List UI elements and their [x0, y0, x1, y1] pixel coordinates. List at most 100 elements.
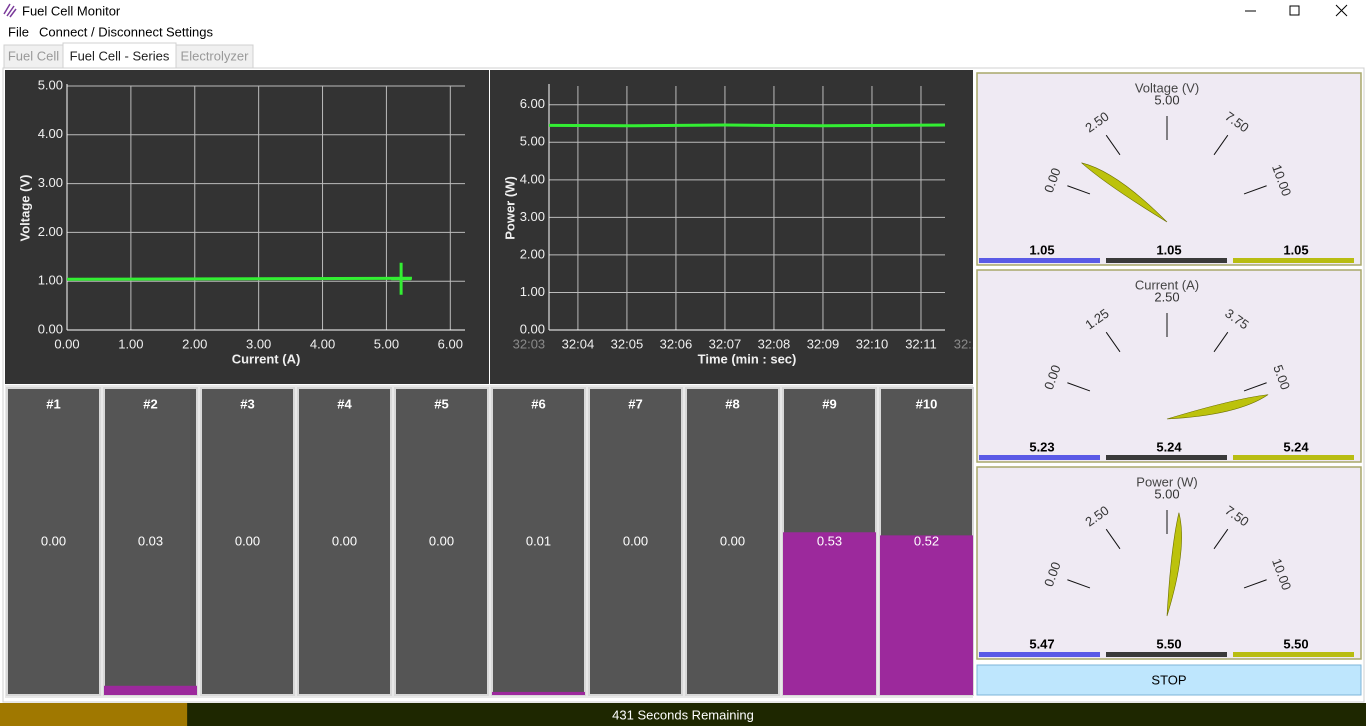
- gauge-tick: [1105, 134, 1121, 156]
- y-tick-label: 3.00: [520, 209, 545, 224]
- y-tick-label: 2.00: [38, 224, 63, 239]
- tab-label[interactable]: Electrolyzer: [181, 48, 250, 63]
- x-tick-label: 32:05: [611, 336, 644, 351]
- cell-value: 0.00: [41, 533, 66, 548]
- menu-item[interactable]: File: [8, 24, 29, 39]
- readout-bar: [1106, 652, 1227, 657]
- progress-bar: [0, 703, 188, 726]
- y-tick-label: 3.00: [38, 175, 63, 190]
- cell-value: 0.00: [235, 533, 260, 548]
- y-tick-label: 0.00: [520, 321, 545, 336]
- stop-button[interactable]: [976, 664, 1362, 696]
- gauge-panel: [976, 72, 1362, 266]
- y-tick-label: 5.00: [520, 134, 545, 149]
- gauge-tick: [1105, 331, 1121, 353]
- gauge-readout: 5.24: [1156, 439, 1182, 454]
- x-tick-label: 32:10: [856, 336, 889, 351]
- cell-label: #9: [822, 396, 836, 411]
- x-axis-label: Current (A): [232, 351, 301, 366]
- cell-label: #8: [725, 396, 739, 411]
- readout-bar: [979, 652, 1100, 657]
- gauge-tick: [1243, 185, 1267, 195]
- chart: 0.00 1.00 2.00 3.00 4.00 5.00 0.00 1.00 2.00 3.00…: [17, 77, 465, 366]
- tab-label[interactable]: Fuel Cell: [8, 48, 59, 63]
- gauge-tick: [1067, 579, 1091, 589]
- gauge-title: Current (A): [1135, 277, 1199, 292]
- gauge-readout: 1.05: [1029, 242, 1054, 257]
- stop-button-label[interactable]: STOP: [1151, 672, 1186, 687]
- readout-bar: [979, 455, 1100, 460]
- cell-label: #7: [628, 396, 642, 411]
- window-controls[interactable]: [1245, 4, 1348, 17]
- tab-label[interactable]: Fuel Cell - Series: [70, 48, 170, 63]
- gauge-readout: 1.05: [1283, 242, 1308, 257]
- x-axis-label: Time (min : sec): [698, 351, 797, 366]
- gauge-title: Power (W): [1136, 474, 1197, 489]
- gauge-tick: [1243, 382, 1267, 392]
- x-tick-label: 32:09: [807, 336, 840, 351]
- close-button[interactable]: [1335, 4, 1348, 17]
- x-tick-label: 32:06: [660, 336, 693, 351]
- readout-bar: [979, 258, 1100, 263]
- y-tick-label: 4.00: [38, 126, 63, 141]
- cell-bar: [492, 691, 585, 695]
- x-tick-label: 32:04: [562, 336, 595, 351]
- gauge-readout: 5.50: [1156, 636, 1181, 651]
- gauge-readout: 1.05: [1156, 242, 1181, 257]
- cell-bar: [104, 685, 197, 695]
- tab[interactable]: [62, 42, 177, 69]
- cell-value: 0.00: [623, 533, 648, 548]
- cell: [297, 387, 392, 696]
- y-tick-label: 1.00: [520, 284, 545, 299]
- y-tick-label: 2.00: [520, 246, 545, 261]
- window-title: Fuel Cell Monitor: [22, 3, 121, 18]
- y-tick-label: 4.00: [520, 171, 545, 186]
- x-tick-label: 32:03: [513, 336, 546, 351]
- gauge-panel: [976, 269, 1362, 463]
- app-icon: [3, 3, 17, 18]
- tab[interactable]: [175, 44, 254, 69]
- x-tick-label: 32:11: [905, 336, 937, 351]
- x-tick-label: 6.00: [438, 336, 463, 351]
- cell-value: 0.00: [429, 533, 454, 548]
- x-tick-label: 32:07: [709, 336, 742, 351]
- chart-panel: [5, 70, 489, 384]
- cell-value: 0.01: [526, 533, 551, 548]
- gauge-needle: [1081, 162, 1168, 223]
- cell-value: 0.03: [138, 533, 163, 548]
- cell-value: 0.52: [914, 533, 939, 548]
- menu-item[interactable]: Settings: [166, 24, 213, 39]
- gauge-tick-label: 5.00: [1154, 486, 1179, 501]
- cell-label: #2: [143, 396, 157, 411]
- cell: [103, 387, 198, 696]
- menu-item[interactable]: Connect / Disconnect: [39, 24, 163, 39]
- cell-label: #10: [916, 396, 938, 411]
- gauge-readout: 5.24: [1283, 439, 1309, 454]
- cell-value: 0.00: [720, 533, 745, 548]
- x-tick-label: 3.00: [246, 336, 271, 351]
- gauge-tick: [1213, 134, 1229, 156]
- gauge-readout: 5.50: [1283, 636, 1308, 651]
- cell: [6, 387, 101, 696]
- x-tick-label: 32:08: [758, 336, 791, 351]
- x-tick-label: 32:12: [954, 336, 987, 351]
- readout-bar: [1106, 455, 1227, 460]
- cell: [394, 387, 489, 696]
- x-tick-label: 5.00: [374, 336, 399, 351]
- gauge-tick: [1213, 331, 1229, 353]
- gauge-needle: [1166, 512, 1182, 617]
- gauge-readout: 5.47: [1029, 636, 1054, 651]
- x-tick-label: 0.00: [54, 336, 79, 351]
- x-tick-label: 1.00: [118, 336, 143, 351]
- cell-label: #3: [240, 396, 254, 411]
- cell-bar: [880, 535, 973, 695]
- gauge-readout: 5.23: [1029, 439, 1054, 454]
- gauge-tick: [1243, 579, 1267, 589]
- cell-label: #6: [531, 396, 545, 411]
- status-text: 431 Seconds Remaining: [612, 707, 754, 722]
- gauge-title: Voltage (V): [1135, 80, 1199, 95]
- restore-button[interactable]: [1289, 5, 1300, 16]
- chart: 0.00 1.00 2.00 3.00 4.00 5.00 6.00 32:03 32:04 32…: [502, 84, 987, 366]
- readout-bar: [1233, 455, 1354, 460]
